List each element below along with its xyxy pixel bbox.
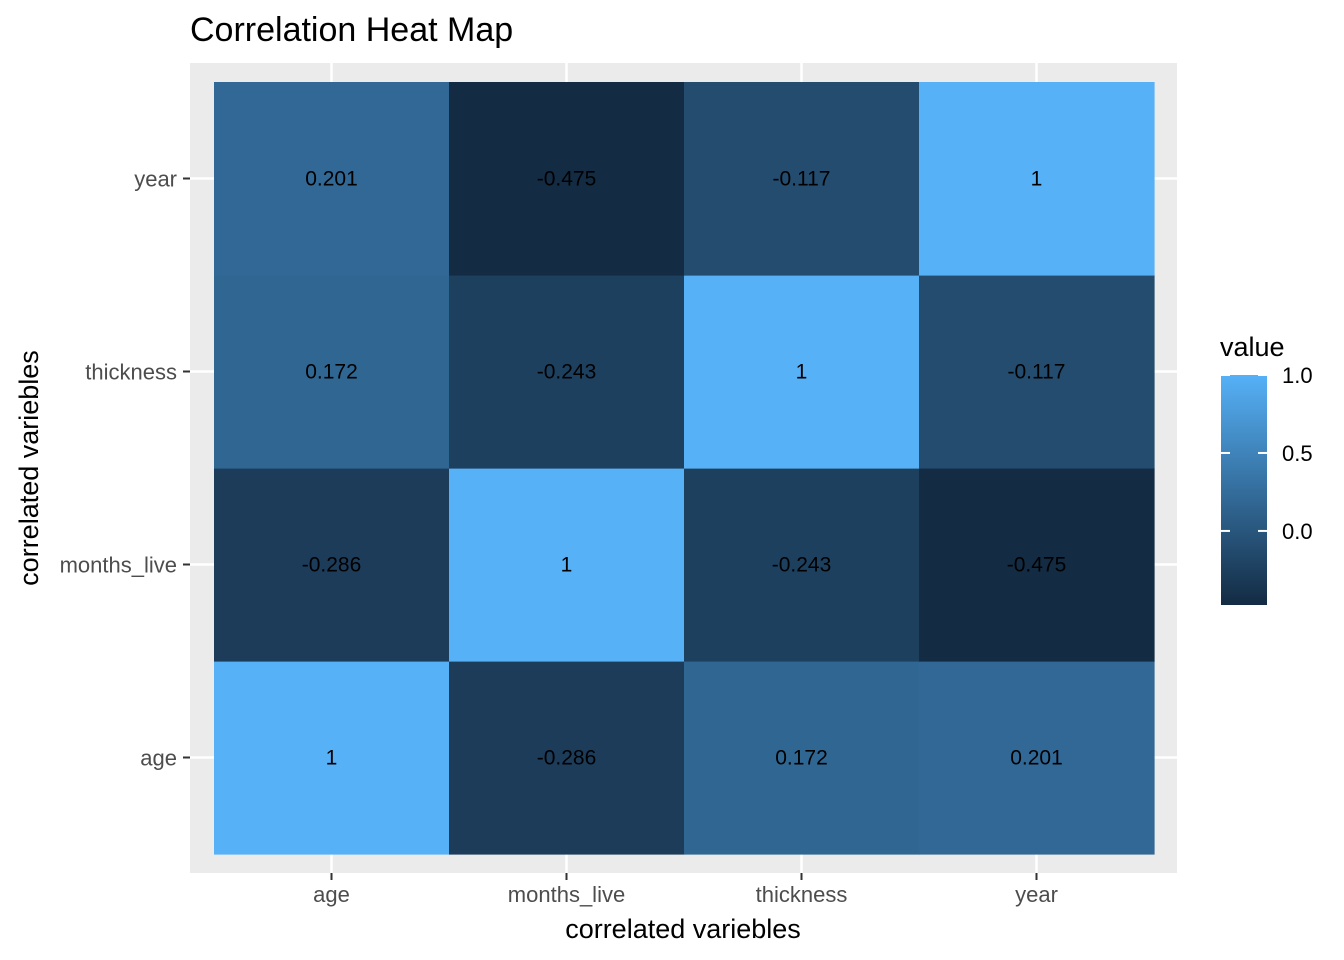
heatmap-cell-thickness-age: [684, 661, 920, 855]
cell-label-year-months_live: -0.475: [1007, 554, 1067, 577]
x-tick-label-year: year: [1015, 882, 1058, 907]
heatmap-cell-year-year: [919, 82, 1155, 276]
heatmap-cell-thickness-year: [684, 82, 920, 276]
x-tick-label-thickness: thickness: [756, 882, 848, 907]
cell-label-year-thickness: -0.117: [1008, 361, 1066, 384]
heatmap-cell-year-age: [919, 661, 1155, 855]
y-axis-title: correlated variebles: [14, 350, 44, 586]
heatmap-cell-year-months_live: [919, 468, 1155, 662]
cell-label-months_live-age: -0.286: [537, 747, 597, 770]
heatmap-cell-months_live-year: [449, 82, 685, 276]
x-axis-title: correlated variebles: [565, 914, 801, 944]
heatmap-cell-thickness-thickness: [684, 275, 920, 469]
cell-label-year-age: 0.201: [1010, 747, 1063, 770]
y-tick-label-months_live: months_live: [60, 553, 177, 578]
cell-label-months_live-thickness: -0.243: [537, 361, 597, 384]
cell-label-thickness-year: -0.117: [773, 168, 831, 191]
cell-label-age-thickness: 0.172: [305, 361, 358, 384]
cell-label-months_live-year: -0.475: [537, 168, 597, 191]
cell-label-thickness-age: 0.172: [775, 747, 828, 770]
legend-ticks: 1.0 0.5 0.0: [1221, 363, 1313, 544]
cell-label-age-age: 1: [326, 747, 338, 770]
legend-title: value: [1220, 332, 1285, 362]
cell-label-age-months_live: -0.286: [302, 554, 362, 577]
legend-tick-label-1: 0.5: [1282, 441, 1313, 466]
legend-tick-label-0: 1.0: [1282, 363, 1313, 388]
cell-label-thickness-months_live: -0.243: [772, 554, 832, 577]
cell-label-months_live-months_live: 1: [561, 554, 573, 577]
heatmap-cell-labels: 1 -0.286 0.172 0.201 -0.286 1 -0.243 -0.475 0.17…: [302, 168, 1067, 770]
cell-label-thickness-thickness: 1: [796, 361, 808, 384]
heatmap-cell-age-year: [214, 82, 450, 276]
legend-colorbar: [1221, 375, 1267, 605]
heatmap-cell-year-thickness: [919, 275, 1155, 469]
x-axis-ticks: age months_live thickness year: [313, 873, 1058, 907]
x-tick-label-months_live: months_live: [508, 882, 625, 907]
y-tick-label-year: year: [134, 167, 177, 192]
y-tick-label-age: age: [140, 746, 177, 771]
y-axis-ticks: age months_live thickness year: [60, 167, 190, 771]
heatmap-cell-months_live-age: [449, 661, 685, 855]
chart-title: Correlation Heat Map: [190, 11, 513, 49]
heatmap-cell-age-age: [214, 661, 450, 855]
heatmap-cell-months_live-months_live: [449, 468, 685, 662]
legend-tick-label-2: 0.0: [1282, 519, 1313, 544]
heatmap-cells: [214, 82, 1155, 855]
heatmap-cell-months_live-thickness: [449, 275, 685, 469]
y-tick-label-thickness: thickness: [85, 360, 177, 385]
heatmap-cell-thickness-months_live: [684, 468, 920, 662]
cell-label-year-year: 1: [1031, 168, 1043, 191]
heatmap-cell-age-months_live: [214, 468, 450, 662]
x-tick-label-age: age: [313, 882, 350, 907]
heatmap-cell-age-thickness: [214, 275, 450, 469]
cell-label-age-year: 0.201: [305, 168, 358, 191]
